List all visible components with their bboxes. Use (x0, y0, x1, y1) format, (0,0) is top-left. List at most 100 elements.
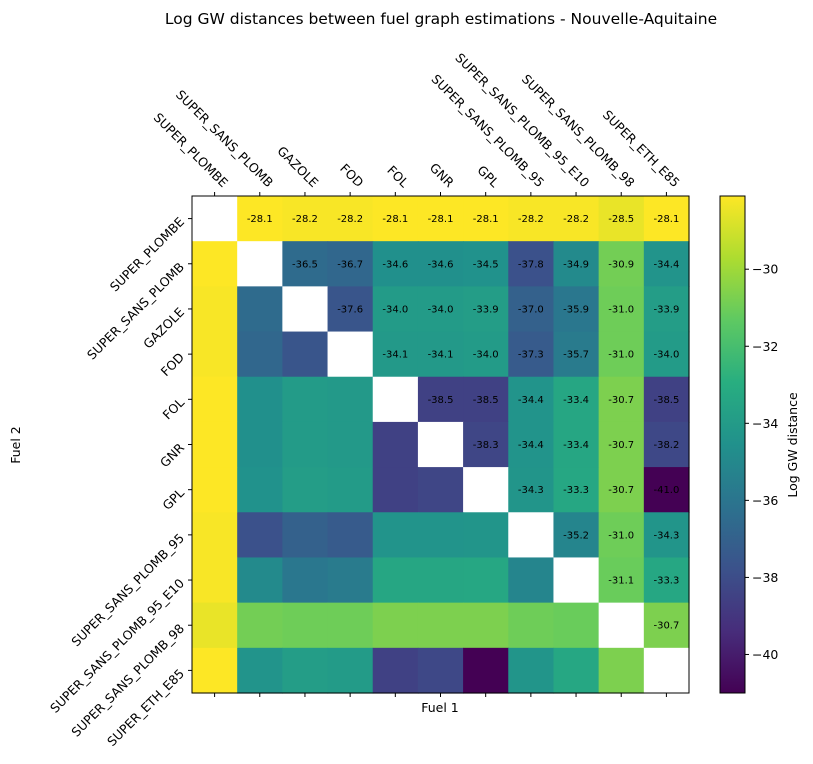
heatmap-cell (553, 467, 600, 513)
heatmap-cell (372, 241, 419, 287)
heatmap-cell (372, 647, 419, 694)
cell-value-label: -30.7 (608, 395, 634, 406)
heatmap-cell (643, 467, 690, 513)
x-tick-label: FOD (337, 161, 366, 190)
heatmap-cell (327, 557, 374, 604)
heatmap-cell (553, 512, 600, 559)
heatmap-cell (327, 196, 374, 242)
cell-value-label: -34.0 (382, 304, 408, 315)
cell-value-label: -35.9 (563, 304, 589, 315)
heatmap-cell (192, 286, 238, 333)
heatmap-cell (508, 602, 555, 649)
heatmap-cell (417, 241, 464, 287)
heatmap-cell (327, 467, 374, 513)
cell-value-label: -34.4 (653, 259, 679, 270)
colorbar (719, 195, 746, 694)
cell-value-label: -30.7 (608, 485, 634, 496)
heatmap-cell (192, 512, 238, 559)
heatmap-cell (508, 196, 555, 242)
cell-value-label: -37.0 (518, 304, 544, 315)
cell-value-label: -33.4 (563, 440, 589, 451)
heatmap-cell (508, 376, 555, 423)
cell-value-label: -35.7 (563, 350, 589, 361)
cell-value-label: -34.0 (473, 350, 499, 361)
cell-value-label: -38.2 (653, 440, 679, 451)
heatmap-cell (643, 647, 690, 694)
heatmap-cell (192, 241, 238, 287)
heatmap-cell (553, 331, 600, 378)
heatmap-cell (598, 602, 645, 649)
y-axis-ticks: SUPER_PLOMBESUPER_SANS_PLOMBGAZOLEFODFOL… (47, 214, 192, 749)
heatmap-cell (192, 467, 238, 513)
heatmap-cell (463, 647, 509, 694)
colorbar-tick-label: −36 (752, 493, 778, 508)
cell-value-label: -28.2 (337, 214, 363, 225)
cell-value-label: -34.1 (428, 350, 454, 361)
x-tick-label: SUPER_ETH_E85 (600, 107, 683, 190)
cell-value-label: -37.3 (518, 350, 544, 361)
heatmap-cell (417, 196, 464, 242)
heatmap-cell (598, 647, 645, 694)
heatmap-cell (508, 331, 555, 378)
heatmap-cell (643, 241, 690, 287)
colorbar-ticks: −30 −32 −34 −36 −38 −40 (745, 262, 778, 662)
cell-value-label: -28.1 (653, 214, 679, 225)
heatmap-cell (553, 647, 600, 694)
heatmap-cell (327, 512, 374, 559)
heatmap-cell (282, 331, 329, 378)
x-tick-label: FOL (384, 163, 412, 191)
heatmap-cell (192, 331, 238, 378)
heatmap-cell (417, 421, 464, 468)
y-axis-label: Fuel 2 (8, 426, 23, 464)
cell-value-label: -31.0 (608, 350, 634, 361)
heatmap-cell (417, 467, 464, 513)
cell-value-label: -30.7 (653, 621, 679, 632)
heatmap-cells (192, 196, 690, 694)
cell-value-label: -28.2 (563, 214, 589, 225)
heatmap-cell (463, 241, 509, 287)
colorbar-tick-label: −32 (752, 339, 778, 354)
cell-value-label: -35.2 (563, 530, 589, 541)
cell-value-label: -31.1 (608, 576, 634, 587)
heatmap-cell (327, 376, 374, 423)
heatmap-cell (643, 421, 690, 468)
heatmap-cell (417, 647, 464, 694)
heatmap-cell (598, 557, 645, 604)
heatmap-cell (463, 376, 509, 423)
heatmap-cell (372, 196, 419, 242)
heatmap-cell (237, 196, 283, 242)
heatmap-cell (372, 421, 419, 468)
heatmap-cell (463, 512, 509, 559)
heatmap-cell (327, 286, 374, 333)
cell-value-label: -34.6 (382, 259, 408, 270)
heatmap-cell (643, 602, 690, 649)
heatmap-cell (282, 647, 329, 694)
cell-value-label: -28.2 (292, 214, 318, 225)
heatmap-cell (192, 557, 238, 604)
cell-value-label: -30.7 (608, 440, 634, 451)
heatmap-cell (417, 376, 464, 423)
heatmap-cell (643, 331, 690, 378)
heatmap-cell (598, 286, 645, 333)
heatmap-cell (372, 602, 419, 649)
cell-value-label: -33.3 (563, 485, 589, 496)
heatmap-cell (598, 376, 645, 423)
heatmap-cell (192, 376, 238, 423)
heatmap-cell (643, 196, 690, 242)
heatmap-cell (463, 467, 509, 513)
heatmap-cell (598, 331, 645, 378)
heatmap-cell (327, 602, 374, 649)
heatmap-cell (282, 241, 329, 287)
heatmap-cell (237, 241, 283, 287)
heatmap-cell (282, 512, 329, 559)
cell-value-label: -37.8 (518, 259, 544, 270)
heatmap-cell (553, 376, 600, 423)
heatmap-cell (598, 421, 645, 468)
cell-value-label: -36.5 (292, 259, 318, 270)
y-tick-label: GNR (157, 440, 187, 470)
heatmap-cell (282, 196, 329, 242)
heatmap-cell (237, 557, 283, 604)
heatmap-cell (237, 331, 283, 378)
x-tick-label: GPL (474, 162, 502, 190)
heatmap-cell (237, 376, 283, 423)
